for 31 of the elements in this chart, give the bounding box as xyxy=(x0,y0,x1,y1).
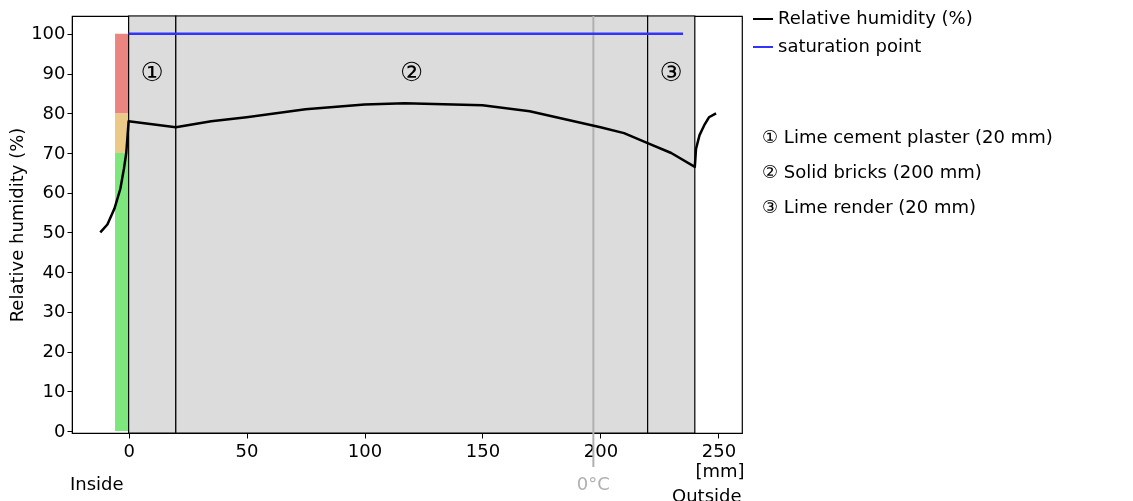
y-tick-label: 60 xyxy=(42,181,66,203)
y-tick-label: 20 xyxy=(42,340,66,362)
x-axis-title: [mm] xyxy=(695,459,745,481)
y-tick-label: 10 xyxy=(42,379,66,401)
text: Inside xyxy=(70,473,124,494)
band-label: ③ xyxy=(659,57,683,87)
y-tick-label: 0 xyxy=(54,419,66,441)
y-tick-label: 90 xyxy=(42,62,66,84)
legend-label: Relative humidity (%) xyxy=(778,7,973,28)
y-tick-label: 30 xyxy=(42,300,66,322)
x-tick-label: 200 xyxy=(583,439,619,461)
y-axis-title: Relative humidity (%) xyxy=(6,127,28,323)
ref-line-label: 0°C xyxy=(576,473,610,494)
y-tick-label: 80 xyxy=(42,101,66,123)
text: ③ Lime render (20 mm) xyxy=(762,196,977,217)
x-tick-label: 250 xyxy=(701,439,737,461)
text: ② Solid bricks (200 mm) xyxy=(762,161,982,182)
y-tick-label: 50 xyxy=(42,220,66,242)
band-label: ② xyxy=(400,57,424,87)
y-tick-label: 70 xyxy=(42,141,66,163)
band-label: ① xyxy=(140,57,164,87)
x-tick-label: 0 xyxy=(123,439,135,461)
legend-label: saturation point xyxy=(778,35,922,56)
bar xyxy=(115,153,129,432)
y-tick-label: 40 xyxy=(42,260,66,282)
y-tick-label: 100 xyxy=(31,22,66,44)
text: ① Lime cement plaster (20 mm) xyxy=(762,126,1053,147)
x-tick-label: 150 xyxy=(465,439,501,461)
x-tick-label: 50 xyxy=(235,439,259,461)
x-tick-label: 100 xyxy=(347,439,383,461)
bar xyxy=(115,33,129,114)
